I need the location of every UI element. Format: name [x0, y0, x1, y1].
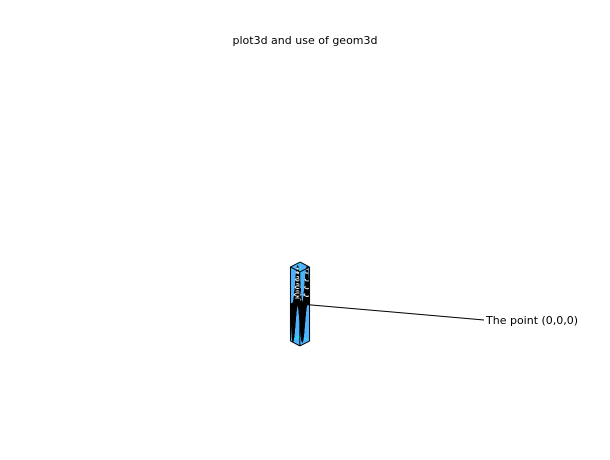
- box-edge: [299, 266, 310, 273]
- box-edge: [290, 266, 301, 273]
- annotation-leader-line: [299, 303, 485, 321]
- box-edge: [290, 340, 301, 347]
- box-edge: [299, 261, 310, 268]
- box-front-edges: [289, 261, 311, 347]
- box-edge: [290, 261, 301, 268]
- surface-facet: [293, 323, 296, 333]
- annotation-group: The point (0,0,0): [299, 303, 578, 327]
- surface-facet: [294, 314, 296, 325]
- box-hidden-edge: [290, 335, 301, 342]
- annotation-label: The point (0,0,0): [485, 314, 578, 327]
- surface-facet: [294, 305, 296, 317]
- box-edge: [299, 340, 310, 347]
- chart-title: plot3d and use of geom3d: [233, 34, 378, 47]
